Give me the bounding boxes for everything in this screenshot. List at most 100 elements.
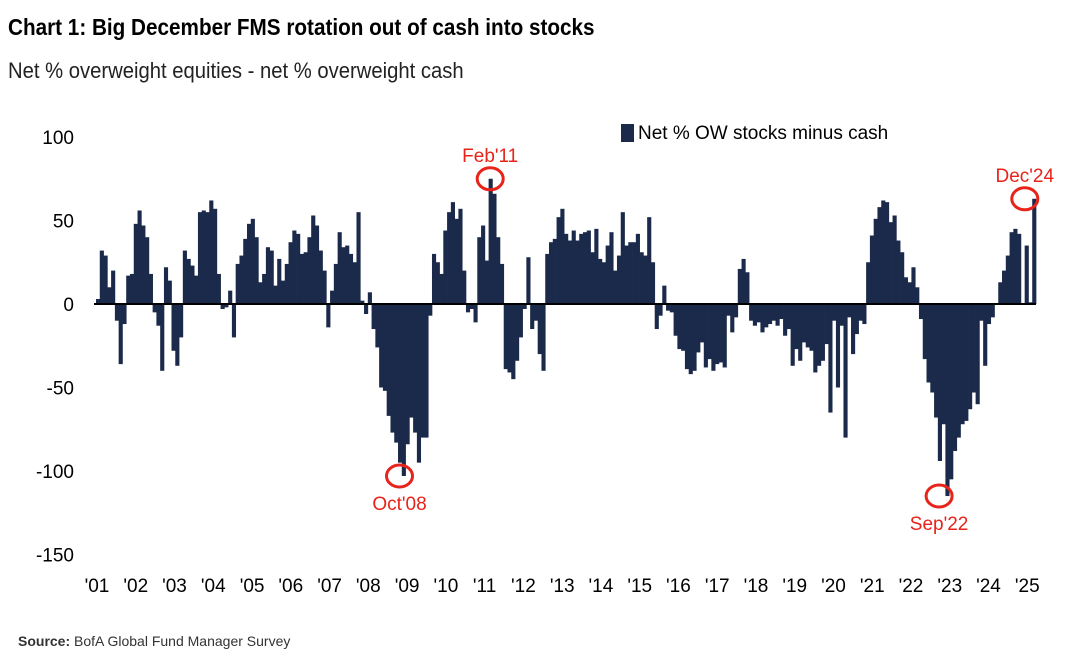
x-tick-label: '11 — [473, 576, 496, 597]
bar — [971, 304, 976, 393]
y-tick-label: 0 — [63, 295, 74, 316]
bar — [771, 304, 776, 321]
bar — [280, 280, 286, 304]
bar — [224, 304, 229, 308]
bar — [677, 304, 682, 350]
bar — [937, 304, 942, 461]
source-text: BofA Global Fund Manager Survey — [74, 633, 291, 649]
legend-label: Net % OW stocks minus cash — [638, 123, 888, 144]
annotation-label: Feb'11 — [462, 146, 518, 167]
bar — [454, 218, 459, 304]
bar — [515, 304, 520, 361]
bar — [843, 304, 848, 438]
bar — [983, 304, 988, 366]
bar — [601, 262, 606, 304]
bar — [114, 304, 120, 321]
bar — [530, 304, 535, 330]
bar — [1005, 255, 1010, 304]
bar — [496, 237, 501, 304]
bar — [975, 304, 980, 405]
bar — [805, 304, 810, 348]
bar — [341, 247, 346, 304]
bar — [167, 280, 172, 304]
bar — [851, 304, 856, 355]
bar — [900, 252, 905, 304]
bar — [394, 304, 399, 443]
bar — [103, 255, 108, 304]
axes: 100 50 0 -50 -100 -150 '01 '02 '03 '04 '05 '06 '07 '0… — [36, 128, 1040, 597]
bar — [794, 304, 799, 350]
bar — [269, 250, 274, 304]
bar — [586, 230, 591, 304]
bar — [409, 304, 414, 418]
bar — [488, 178, 493, 304]
bar — [526, 257, 531, 304]
chart-title: Chart 1: Big December FMS rotation out o… — [8, 14, 595, 40]
bar — [881, 200, 886, 304]
bar — [764, 304, 769, 328]
bar — [783, 304, 788, 336]
bar — [322, 270, 327, 304]
bar — [424, 304, 429, 438]
annotations: Feb'11 Oct'08 Sep'22 Dec'24 — [372, 146, 1054, 535]
bar — [700, 304, 705, 343]
annotation-circle — [385, 463, 414, 489]
annotation-label: Dec'24 — [996, 166, 1055, 187]
bar — [254, 237, 259, 304]
bar — [669, 304, 674, 313]
bar — [273, 285, 278, 304]
bar — [435, 262, 440, 304]
bar — [345, 245, 350, 304]
bar — [179, 304, 184, 338]
bar — [213, 208, 218, 304]
bar — [888, 222, 893, 304]
source-label: Source: — [18, 633, 71, 649]
bar — [696, 304, 701, 353]
bar-series — [96, 178, 1037, 497]
bar — [262, 273, 267, 304]
bar — [575, 240, 580, 304]
bar — [371, 304, 376, 330]
bar — [681, 304, 686, 351]
x-tick-label: '19 — [782, 576, 807, 597]
bar — [107, 287, 112, 304]
bar — [594, 228, 599, 304]
bar — [458, 208, 463, 304]
bar — [635, 233, 640, 304]
legend-swatch — [621, 124, 634, 142]
x-tick-label: '22 — [899, 576, 924, 597]
x-tick-label: '12 — [511, 576, 536, 597]
bar — [1024, 245, 1029, 304]
bar — [820, 304, 825, 361]
bar — [760, 304, 765, 333]
bar — [186, 258, 191, 304]
bar — [915, 287, 920, 304]
annotation-circle — [1010, 186, 1040, 212]
x-tick-label: '13 — [550, 576, 575, 597]
bar — [885, 202, 890, 304]
bar — [477, 237, 482, 304]
chart-subtitle: Net % overweight equities - net % overwe… — [8, 58, 464, 83]
bar — [239, 255, 244, 304]
bar — [934, 304, 939, 418]
bar — [801, 304, 807, 343]
bar — [333, 263, 338, 304]
bar — [469, 304, 474, 310]
bar — [326, 304, 331, 328]
bar — [330, 290, 335, 304]
x-tick-label: '21 — [860, 576, 885, 597]
bar — [265, 247, 271, 304]
bar — [832, 304, 837, 321]
bar — [666, 304, 671, 311]
bar — [235, 263, 240, 304]
x-tick-label: '03 — [162, 576, 187, 597]
bar — [284, 263, 289, 304]
bar — [960, 304, 965, 425]
bar — [605, 245, 610, 304]
bar — [484, 260, 489, 304]
bar — [549, 242, 554, 304]
bar — [620, 212, 625, 304]
bar — [692, 304, 697, 371]
bar — [722, 304, 727, 368]
bar — [522, 304, 527, 310]
